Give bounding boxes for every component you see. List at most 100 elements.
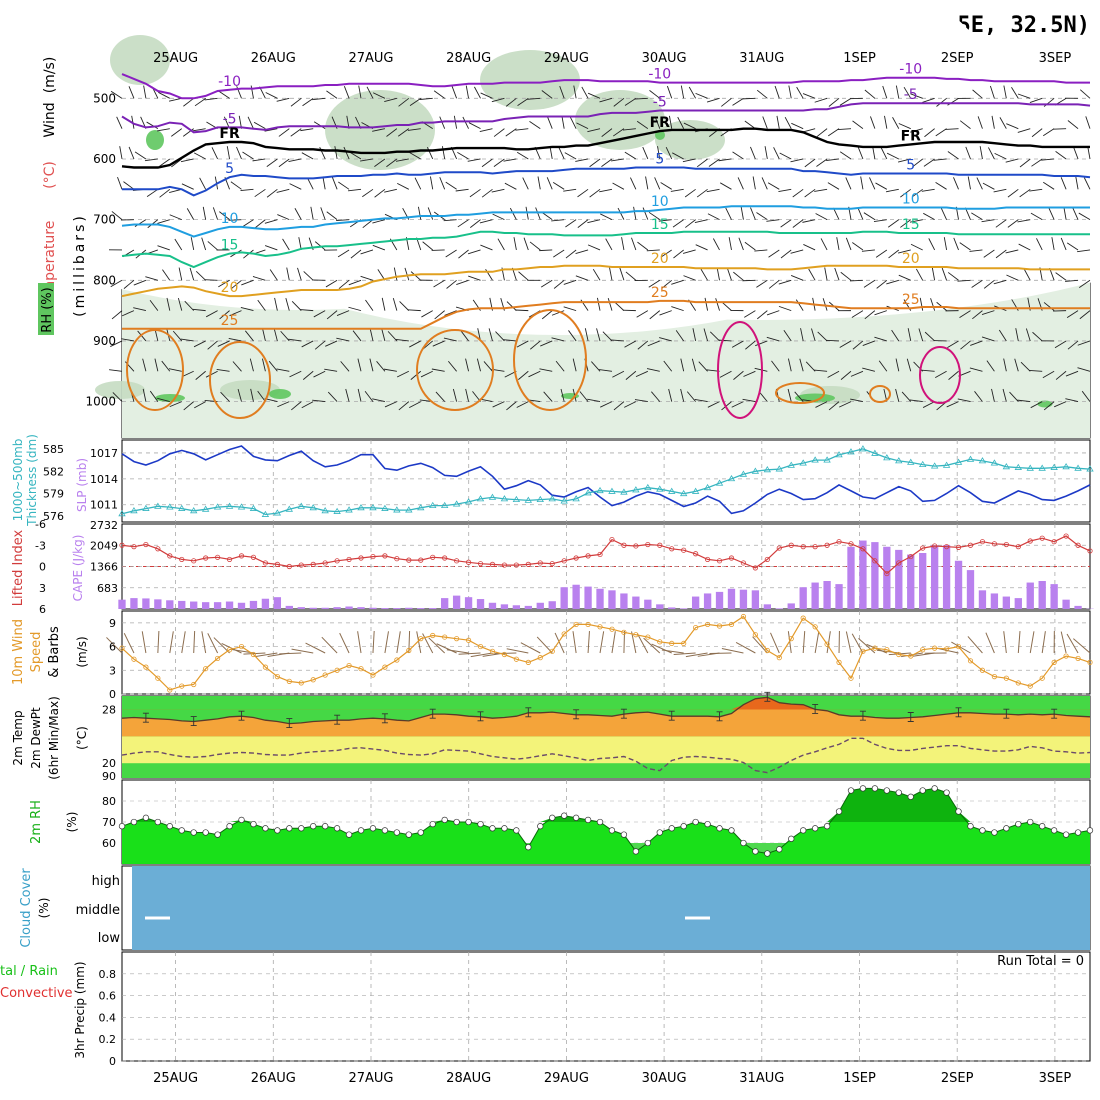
cape-bar [1026,582,1034,609]
panel4-label-group: Speed [29,632,44,673]
wind-barb [133,307,147,312]
wind-barb [609,267,613,281]
panel7-label-group: Cloud Cover [19,868,34,948]
wind-barb [493,158,505,168]
wind-barb [828,401,840,411]
wind10-speed-point [716,623,723,629]
wind-barb [268,360,278,372]
wind-barb [924,128,935,138]
wind-barb [455,188,469,192]
panel2-slp-group: SLP (mb) [75,458,89,512]
slp-tick-label: 1011 [90,499,118,512]
wind-barb [766,336,780,342]
rh2m-point [847,787,855,794]
wind-barb [790,249,804,254]
wind-barb [527,97,541,100]
wind-barb [350,249,362,259]
wind10-barb [470,652,493,658]
wind-barb [479,128,493,132]
panel4-label-group: & Barbs [47,626,62,678]
wind-barb [195,370,206,380]
wind-barb [1075,176,1079,190]
wind10-barb [243,652,266,655]
cape-bar [166,600,174,609]
wind-barb [715,298,720,311]
wind-barb [686,391,696,402]
wind-barb [733,271,744,281]
rh2m-point [202,829,209,836]
wind-barb [787,388,792,402]
wind-barb [943,237,948,251]
wind-barb [476,358,481,372]
cape-bar [512,605,521,609]
temp-band-yellow [122,736,1090,764]
rh2m-point [811,825,819,832]
wind-barb [706,97,720,103]
wind-barb [495,331,505,342]
wind10-speed-point [286,678,292,684]
wind10-barb [193,630,196,654]
label-layer: 25AUG 25AUG 26AUG 26AUG 27AUG 27AUG 28AUG 28AUG… [0,51,1084,1086]
wind-barb [465,358,470,372]
rh2m-line [121,787,1091,855]
wind-barb [1020,361,1031,372]
wind-barb [242,151,254,160]
wind-barb [685,219,696,228]
isotherm-line [121,264,1090,298]
wind-barb [959,120,971,130]
wind-barb [474,86,481,99]
wind-barb [230,181,242,190]
wind10-speed-point [1027,683,1033,689]
lifted-index-point [358,555,364,561]
cape-bar [1062,599,1070,609]
lifted-index-point [848,541,854,547]
wind10-speed-point [681,640,687,647]
date-label-top: 3SEP [1039,51,1072,66]
rh-shading-region [110,35,170,85]
wind10-barb [1041,631,1046,654]
panel-frame-p2 [121,439,1091,523]
thickness-tick-label: 576 [43,510,64,523]
wind-barb [555,360,565,372]
wind-barb [900,219,912,228]
wind10-speed-point [370,672,376,678]
wind-barb [1041,158,1055,161]
wind-barb [974,391,983,402]
slp-series-line [121,445,1091,515]
wind-barb [673,249,684,259]
rh-shading-region [155,394,185,402]
wind-barb [725,207,732,220]
wind-barb [610,339,624,342]
wind10-speed-point [1087,659,1093,665]
wind-barb [561,115,565,129]
wind-barb [587,128,601,133]
cape-bar [142,598,150,609]
wind-barb [530,340,541,350]
wind-barb [348,188,362,192]
wind-barb [575,158,589,162]
rh2m-point [1015,820,1022,828]
wind-barb [767,182,780,190]
wind-barb [849,279,863,282]
wind-barb [783,329,792,342]
wind-barb [624,401,637,408]
wind-barb [947,340,959,348]
wind-barb [906,358,912,372]
wind-barb [779,152,792,160]
wind-barb [575,249,589,255]
thickness-point [1002,463,1011,470]
wind-barb [589,188,601,198]
cape-bar [548,601,556,609]
wind-barb [876,279,888,289]
wind-barb [336,219,350,221]
wind-barb [708,158,720,167]
temp-minmax-errorbar [525,707,532,718]
temp-minmax-errorbar [142,712,149,723]
wind-barb [144,158,158,162]
thickness-point [978,457,987,464]
wind-barb [613,97,625,107]
thickness-point [1050,463,1058,470]
wind-barb [159,188,171,198]
lifted-index-point [764,556,770,563]
wind-barb [334,146,338,160]
